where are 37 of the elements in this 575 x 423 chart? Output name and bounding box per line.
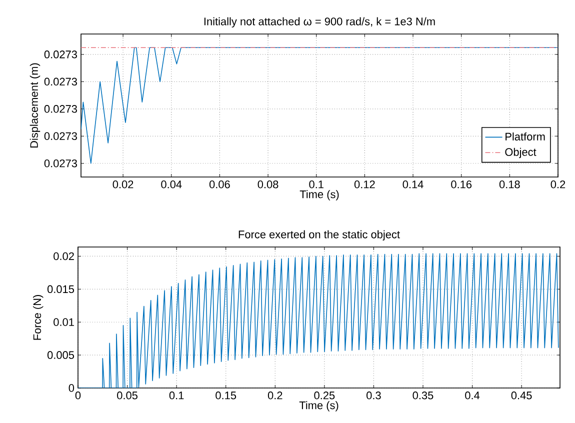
- x-tick-label: 0.45: [511, 392, 532, 400]
- y-axis-title: Displacement (m): [30, 63, 40, 148]
- y-tick-label: 0.0273: [44, 132, 77, 140]
- x-tick-label: 0.4: [465, 392, 480, 400]
- x-axis-title: Time (s): [299, 401, 338, 412]
- y-tick-label: 0.015: [47, 285, 74, 294]
- x-tick-label: 0.35: [412, 392, 434, 400]
- legend-label: Object: [505, 148, 536, 158]
- y-tick-label: 0.0273: [44, 160, 77, 168]
- y-tick-label: 0.0273: [44, 78, 77, 86]
- chart-title: Initially not attached ω = 900 rad/s, k = 1e3 N/m: [204, 17, 435, 28]
- x-tick-label: 0.18: [499, 180, 520, 188]
- x-tick-label: 0.12: [354, 180, 375, 188]
- y-tick-label: 0: [68, 384, 74, 392]
- x-tick-label: 0.3: [366, 392, 381, 400]
- x-tick-label: 0.1: [169, 392, 184, 400]
- x-tick-label: 0.15: [216, 392, 236, 400]
- x-tick-label: 0.16: [451, 180, 472, 188]
- legend-label: Platform: [506, 132, 545, 141]
- x-tick-label: 0.25: [314, 392, 335, 400]
- x-tick-label: 0.2: [268, 392, 282, 400]
- x-axis-title: Time (s): [300, 190, 339, 200]
- x-tick-label: 0.05: [117, 392, 138, 400]
- y-tick-label: 0.005: [47, 351, 74, 359]
- chart-title: Force exerted on the static object: [238, 230, 400, 240]
- y-tick-label: 0.02: [54, 252, 74, 260]
- y-tick-label: 0.0273: [44, 50, 77, 58]
- x-tick-label: 0.04: [161, 180, 182, 188]
- x-tick-label: 0.08: [258, 180, 278, 188]
- x-tick-label: 0.06: [209, 180, 230, 188]
- x-tick-label: 0.1: [309, 180, 324, 188]
- y-axis-title: Force (N): [33, 295, 44, 340]
- x-tick-label: 0.2: [550, 180, 566, 188]
- x-tick-label: 0.14: [402, 180, 424, 188]
- x-tick-label: 0.02: [112, 180, 134, 188]
- y-tick-label: 0.01: [54, 318, 74, 326]
- y-tick-label: 0.0273: [44, 105, 77, 113]
